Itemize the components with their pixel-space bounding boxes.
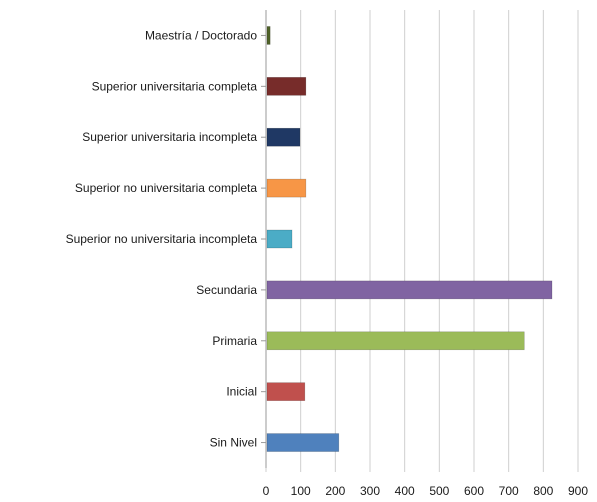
category-labels: Maestría / Doctorado Superior universitar…: [66, 28, 258, 449]
bar: [266, 229, 293, 249]
x-tick-label: 700: [499, 484, 519, 498]
bar: [266, 77, 307, 96]
category-label: Superior universitaria incompleta: [82, 130, 257, 144]
bar: [266, 433, 340, 452]
bar: [266, 178, 307, 198]
category-label: Maestría / Doctorado: [145, 28, 257, 42]
category-label: Superior no universitaria incompleta: [66, 232, 258, 246]
category-label: Inicial: [226, 385, 257, 399]
category-label: Secundaria: [196, 283, 257, 297]
gridlines: [261, 10, 579, 472]
category-label: Primaria: [212, 334, 257, 348]
bar: [266, 331, 525, 351]
bars: [266, 26, 553, 452]
bar: [266, 382, 306, 401]
x-tick-label: 200: [325, 484, 345, 498]
category-label: Sin Nivel: [210, 436, 257, 450]
x-tick-label: 900: [568, 484, 588, 498]
bar: [266, 127, 301, 147]
category-label: Superior no universitaria completa: [75, 181, 257, 195]
category-label: Superior universitaria completa: [92, 79, 258, 93]
x-tick-label: 600: [464, 484, 484, 498]
x-tick-label: 500: [429, 484, 449, 498]
x-tick-label: 300: [360, 484, 380, 498]
x-tick-label: 100: [291, 484, 311, 498]
bar: [266, 26, 271, 45]
x-tick-labels: 0 100 200 300 400 500 600 700 800 900: [263, 484, 589, 498]
bar: [266, 280, 553, 300]
x-tick-label: 800: [533, 484, 553, 498]
x-tick-label: 0: [263, 484, 270, 498]
x-tick-label: 400: [395, 484, 415, 498]
